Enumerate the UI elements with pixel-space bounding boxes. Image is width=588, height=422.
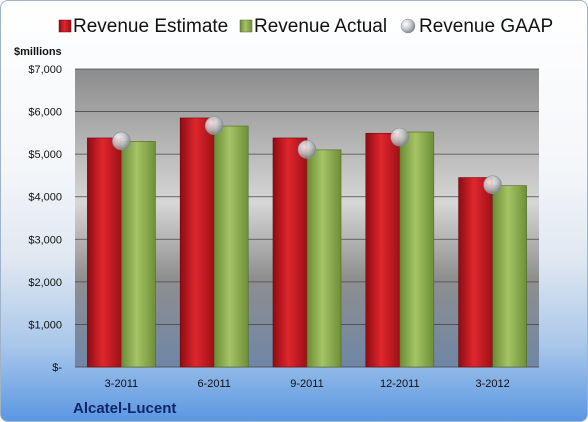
legend-swatch-estimate (58, 19, 72, 33)
x-tick-label: 3-2012 (475, 378, 509, 390)
bars (87, 117, 527, 368)
legend-label-estimate: Revenue Estimate (73, 16, 228, 37)
marker-revenue-gaap (390, 127, 410, 147)
legend-label-gaap: Revenue GAAP (419, 16, 553, 37)
y-axis: $- $1,000 $2,000 $3,000 $4,000 $5,000 $6,000 $7… (28, 64, 62, 374)
gaap-markers (112, 116, 502, 195)
x-tick-label: 3-2011 (105, 378, 138, 390)
unit-label: $millions (14, 46, 62, 58)
bar-revenue-actual (213, 125, 249, 368)
marker-revenue-gaap (483, 175, 502, 195)
bar-revenue-estimate (87, 137, 122, 368)
legend-swatch-actual (239, 19, 253, 33)
y-tick-label: $2,000 (28, 277, 62, 289)
bar-revenue-estimate (272, 137, 308, 368)
bar-revenue-actual (492, 185, 527, 368)
y-tick-label: $3,000 (28, 234, 62, 246)
bar-revenue-estimate (365, 132, 401, 368)
bar-revenue-estimate (179, 117, 215, 368)
bar-revenue-actual (399, 131, 435, 368)
company-name: Alcatel-Lucent (73, 400, 176, 417)
legend: Revenue Estimate Revenue Actual Revenue … (58, 16, 553, 37)
y-tick-label: $1,000 (28, 319, 62, 331)
legend-marker-gaap (400, 18, 416, 34)
x-axis: 3-2011 6-2011 9-2011 12-2011 3-2012 (105, 378, 510, 390)
bar-revenue-estimate (458, 177, 493, 368)
bar-revenue-actual (121, 141, 156, 368)
bar-revenue-actual (306, 149, 342, 368)
marker-revenue-gaap (204, 116, 224, 135)
marker-revenue-gaap (297, 140, 317, 159)
y-tick-label: $4,000 (28, 192, 62, 204)
y-tick-label: $- (52, 362, 62, 374)
x-tick-label: 9-2011 (290, 378, 323, 390)
y-tick-label: $7,000 (28, 64, 62, 76)
x-tick-label: 6-2011 (197, 378, 230, 390)
legend-label-actual: Revenue Actual (254, 16, 387, 37)
y-tick-label: $5,000 (28, 149, 62, 161)
marker-revenue-gaap (112, 131, 131, 151)
x-tick-label: 12-2011 (380, 378, 420, 390)
y-tick-label: $6,000 (28, 107, 62, 119)
